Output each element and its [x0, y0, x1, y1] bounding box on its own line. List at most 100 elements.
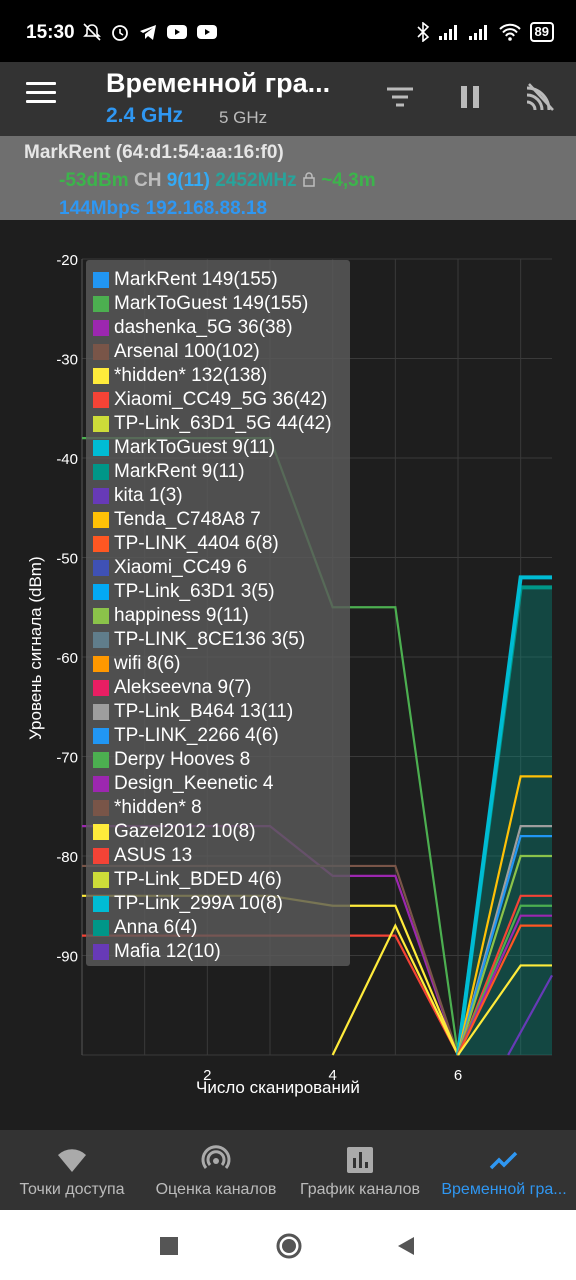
legend-swatch — [93, 824, 109, 840]
nav-channel-rating[interactable]: Оценка каналов — [144, 1130, 288, 1210]
series-line — [456, 854, 552, 1056]
legend-swatch — [93, 896, 109, 912]
legend-item: kita 1(3) — [86, 484, 350, 508]
legend-item: wifi 8(6) — [86, 652, 350, 676]
notification-icons — [82, 22, 218, 42]
legend-item: MarkToGuest 149(155) — [86, 292, 350, 316]
series-line — [456, 904, 552, 1056]
legend-swatch — [93, 440, 109, 456]
legend-swatch — [93, 584, 109, 600]
legend-label: TP-Link_B464 13(11) — [114, 701, 294, 722]
app-bar: Временной гра... 2.4 GHz 5 GHz — [0, 62, 576, 136]
legend-label: TP-Link_299A 10(8) — [114, 893, 283, 914]
legend-label: Design_Keenetic 4 — [114, 773, 274, 794]
legend-item: TP-LINK_2266 4(6) — [86, 724, 350, 748]
distance: ~4,3m — [321, 170, 376, 191]
wifi-icon — [58, 1149, 86, 1172]
legend-swatch — [93, 944, 109, 960]
nav-label: Точки доступа — [19, 1181, 125, 1198]
legend-label: Anna 6(4) — [114, 917, 198, 938]
menu-icon[interactable] — [26, 82, 56, 106]
legend-label: TP-LINK_4404 6(8) — [114, 533, 279, 554]
y-tick-label: -20 — [56, 252, 78, 269]
legend-item: Xiaomi_CC49_5G 36(42) — [86, 388, 350, 412]
legend-swatch — [93, 560, 109, 576]
series-line — [331, 923, 459, 1056]
legend-swatch — [93, 536, 109, 552]
recents-icon[interactable] — [157, 1234, 181, 1258]
y-tick-label: -80 — [56, 849, 78, 866]
legend-item: Anna 6(4) — [86, 916, 350, 940]
alarm-icon — [112, 25, 128, 41]
legend-item: Derpy Hooves 8 — [86, 748, 350, 772]
bottom-navigation: Точки доступа Оценка каналов График кана… — [0, 1130, 576, 1210]
legend-swatch — [93, 656, 109, 672]
y-tick-label: -40 — [56, 451, 78, 468]
legend-label: Mafia 12(10) — [114, 941, 221, 962]
wifi-scan-icon[interactable] — [523, 80, 557, 114]
legend-label: ASUS 13 — [114, 845, 193, 866]
legend-label: TP-LINK_8CE136 3(5) — [114, 629, 306, 650]
chart-legend: MarkRent 149(155) MarkToGuest 149(155) das… — [86, 260, 350, 966]
band-2-4ghz-tab[interactable]: 2.4 GHz — [106, 104, 184, 127]
home-icon[interactable] — [275, 1232, 303, 1260]
band-5ghz-tab[interactable]: 5 GHz — [219, 108, 268, 127]
legend-label: MarkRent 9(11) — [114, 461, 245, 482]
legend-item: MarkToGuest 9(11) — [86, 436, 350, 460]
connection-info: MarkRent (64:d1:54:aa:16:f0) -53dBm CH 9… — [0, 136, 576, 220]
legend-item: happiness 9(11) — [86, 604, 350, 628]
legend-label: wifi 8(6) — [114, 653, 181, 674]
legend-label: TP-Link_63D1_5G 44(42) — [114, 413, 332, 434]
legend-swatch — [93, 776, 109, 792]
y-tick-label: -70 — [56, 750, 78, 767]
y-tick-label: -50 — [56, 551, 78, 568]
nav-label: Временной гра... — [441, 1181, 567, 1198]
channel-value: 9(11) — [166, 170, 211, 191]
x-axis-label: Число сканирований — [196, 1078, 360, 1097]
legend-swatch — [93, 392, 109, 408]
legend-label: dashenka_5G 36(38) — [114, 317, 293, 338]
nav-access-points[interactable]: Точки доступа — [0, 1130, 144, 1210]
nav-label: График каналов — [299, 1181, 420, 1198]
legend-item: Gazel2012 10(8) — [86, 820, 350, 844]
legend-item: dashenka_5G 36(38) — [86, 316, 350, 340]
back-icon[interactable] — [394, 1234, 418, 1258]
filter-icon[interactable] — [383, 80, 417, 114]
nav-channel-graph[interactable]: График каналов — [288, 1130, 432, 1210]
speed-and-ip: 144Mbps 192.168.88.18 — [59, 198, 268, 219]
legend-swatch — [93, 512, 109, 528]
legend-label: Arsenal 100(102) — [114, 341, 260, 362]
legend-swatch — [93, 296, 109, 312]
system-status-icons: 89 — [416, 22, 554, 42]
legend-swatch — [93, 728, 109, 744]
youtube-icon — [167, 25, 187, 39]
series-line — [457, 924, 552, 1056]
legend-item: MarkRent 9(11) — [86, 460, 350, 484]
signal-icon — [438, 25, 457, 40]
legend-swatch — [93, 752, 109, 768]
pause-icon[interactable] — [453, 80, 487, 114]
signal-strength: -53dBm — [59, 170, 129, 191]
legend-item: Tenda_C748A8 7 — [86, 508, 350, 532]
legend-swatch — [93, 632, 109, 648]
legend-item: Alekseevna 9(7) — [86, 676, 350, 700]
series-line — [456, 575, 552, 1056]
series-line — [456, 775, 552, 1056]
legend-item: *hidden* 8 — [86, 796, 350, 820]
legend-label: Xiaomi_CC49_5G 36(42) — [114, 389, 328, 410]
legend-label: MarkToGuest 149(155) — [114, 293, 309, 314]
legend-item: Xiaomi_CC49 6 — [86, 556, 350, 580]
legend-swatch — [93, 272, 109, 288]
legend-swatch — [93, 800, 109, 816]
series-line — [456, 834, 552, 1056]
legend-label: *hidden* 8 — [114, 797, 202, 818]
legend-label: TP-LINK_2266 4(6) — [114, 725, 279, 746]
connection-details: -53dBm CH 9(11) 2452MHz ~4,3m — [59, 170, 376, 192]
x-tick-label: 2 — [203, 1067, 211, 1084]
legend-item: *hidden* 132(138) — [86, 364, 350, 388]
legend-item: MarkRent 149(155) — [86, 268, 350, 292]
legend-swatch — [93, 872, 109, 888]
nav-time-graph[interactable]: Временной гра... — [432, 1130, 576, 1210]
telegram-icon — [140, 25, 156, 40]
legend-label: TP-Link_BDED 4(6) — [114, 869, 282, 890]
